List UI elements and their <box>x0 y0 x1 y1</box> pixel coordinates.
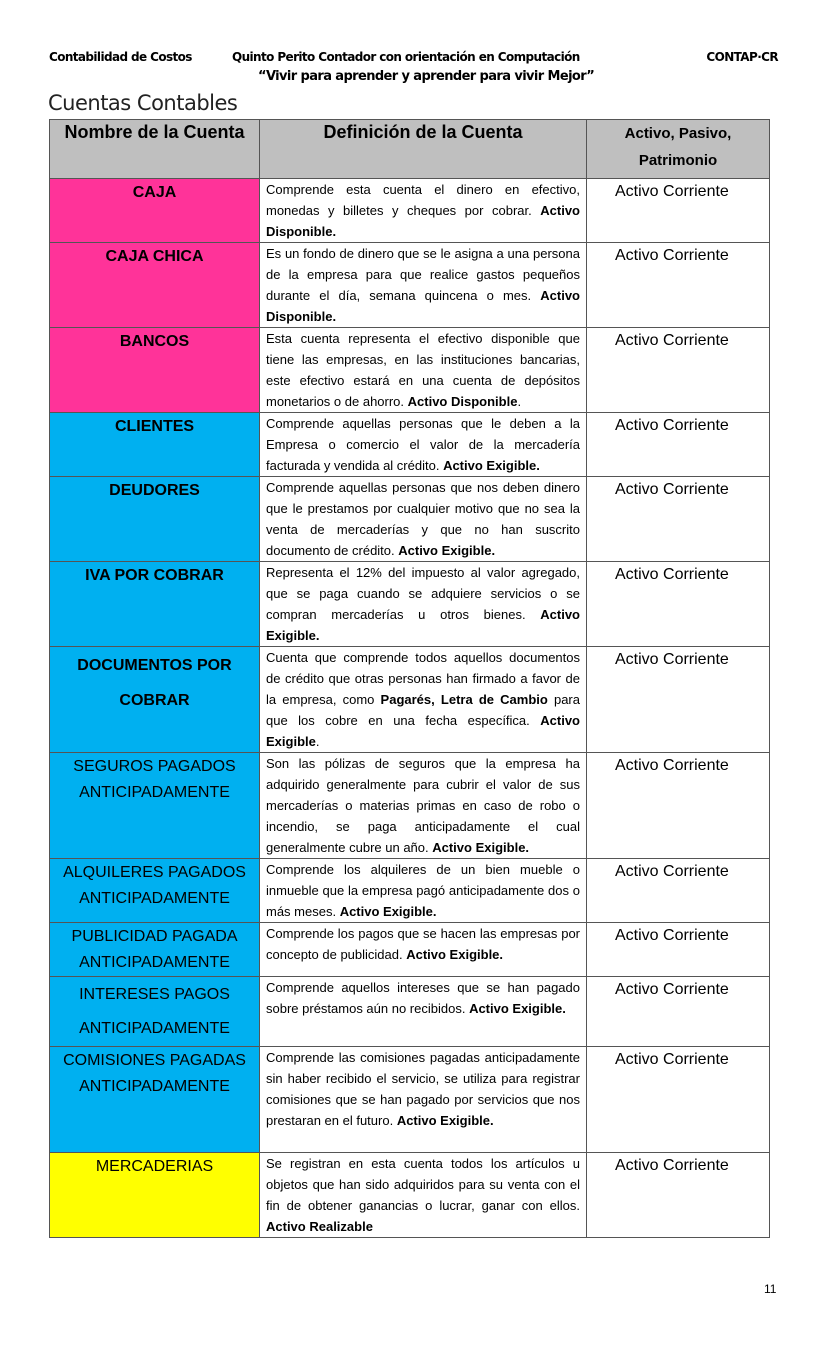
definition-text: Es un fondo de dinero que se le asigna a… <box>266 246 580 303</box>
account-classification: Activo Corriente <box>586 476 770 562</box>
definition-text: . <box>315 734 320 749</box>
definition-emphasis: Activo Realizable <box>266 1219 373 1234</box>
account-definition: Representa el 12% del impuesto al valor … <box>259 561 587 647</box>
definition-emphasis: Activo Disponible. <box>266 288 580 324</box>
table-row: IVA POR COBRAR Representa el 12% del impu… <box>49 561 770 647</box>
account-classification: Activo Corriente <box>586 178 770 243</box>
account-definition: Comprende aquellas personas que nos debe… <box>259 476 587 562</box>
column-header-name: Nombre de la Cuenta <box>49 119 260 179</box>
account-definition: Son las pólizas de seguros que la empres… <box>259 752 587 859</box>
account-classification: Activo Corriente <box>586 976 770 1047</box>
header-program: Quinto Perito Contador con orientación e… <box>232 50 580 64</box>
account-classification: Activo Corriente <box>586 1152 770 1238</box>
account-classification: Activo Corriente <box>586 858 770 923</box>
column-header-classification: Activo, Pasivo, Patrimonio <box>586 119 770 179</box>
account-name: COMISIONES PAGADAS ANTICIPADAMENTE <box>49 1046 260 1153</box>
definition-text: Comprende las comisiones pagadas anticip… <box>266 1050 580 1128</box>
account-name: CAJA <box>49 178 260 243</box>
account-name: DEUDORES <box>49 476 260 562</box>
account-classification: Activo Corriente <box>586 242 770 328</box>
account-definition: Esta cuenta representa el efectivo dispo… <box>259 327 587 413</box>
definition-text: Comprende esta cuenta el dinero en efect… <box>266 182 580 218</box>
column-header-definition: Definición de la Cuenta <box>259 119 587 179</box>
definition-emphasis: Activo Disponible. <box>266 203 580 239</box>
definition-text: para que los cobre en una fecha específi… <box>266 692 580 728</box>
definition-text: Comprende aquellas personas que nos debe… <box>266 480 580 558</box>
account-definition: Es un fondo de dinero que se le asigna a… <box>259 242 587 328</box>
account-name: CLIENTES <box>49 412 260 477</box>
definition-text: Representa el 12% del impuesto al valor … <box>266 565 580 622</box>
account-classification: Activo Corriente <box>586 412 770 477</box>
account-name: BANCOS <box>49 327 260 413</box>
definition-emphasis: Activo Exigible. <box>469 1001 566 1016</box>
table-row: MERCADERIAS Se registran en esta cuenta t… <box>49 1152 770 1238</box>
account-definition: Comprende los alquileres de un bien mueb… <box>259 858 587 923</box>
table-row: INTERESES PAGOS ANTICIPADAMENTE Comprende… <box>49 976 770 1047</box>
account-definition: Se registran en esta cuenta todos los ar… <box>259 1152 587 1238</box>
definition-text: Son las pólizas de seguros que la empres… <box>266 756 580 855</box>
account-name: ALQUILERES PAGADOS ANTICIPADAMENTE <box>49 858 260 923</box>
account-definition: Cuenta que comprende todos aquellos docu… <box>259 646 587 753</box>
account-definition: Comprende las comisiones pagadas anticip… <box>259 1046 587 1153</box>
account-name: IVA POR COBRAR <box>49 561 260 647</box>
account-classification: Activo Corriente <box>586 1046 770 1153</box>
definition-text: Comprende los pagos que se hacen las emp… <box>266 926 580 962</box>
account-name: PUBLICIDAD PAGADA ANTICIPADAMENTE <box>49 922 260 977</box>
account-classification: Activo Corriente <box>586 561 770 647</box>
definition-emphasis: Activo Exigible. <box>406 947 504 962</box>
table-row: COMISIONES PAGADAS ANTICIPADAMENTE Compre… <box>49 1046 770 1153</box>
definition-emphasis: Activo Exigible. <box>443 458 540 473</box>
definition-emphasis: Activo Exigible. <box>398 543 496 558</box>
table-row: CLIENTES Comprende aquellas personas que … <box>49 412 770 477</box>
account-definition: Comprende los pagos que se hacen las emp… <box>259 922 587 977</box>
table-row: CAJA CHICA Es un fondo de dinero que se l… <box>49 242 770 328</box>
account-name: MERCADERIAS <box>49 1152 260 1238</box>
account-name: SEGUROS PAGADOS ANTICIPADAMENTE <box>49 752 260 859</box>
header-motto: “Vivir para aprender y aprender para viv… <box>258 69 595 84</box>
page-number: 11 <box>764 1282 777 1296</box>
table-row: PUBLICIDAD PAGADA ANTICIPADAMENTE Compren… <box>49 922 770 977</box>
definition-emphasis: Activo Disponible <box>407 394 518 409</box>
account-classification: Activo Corriente <box>586 752 770 859</box>
definition-text: . <box>517 394 522 409</box>
account-classification: Activo Corriente <box>586 327 770 413</box>
account-classification: Activo Corriente <box>586 922 770 977</box>
definition-text: Comprende los alquileres de un bien mueb… <box>266 862 580 919</box>
definition-text: Cuenta que comprende todos aquellos docu… <box>266 650 580 707</box>
table-row: CAJA Comprende esta cuenta el dinero en e… <box>49 178 770 243</box>
definition-emphasis: Activo Exigible. <box>432 840 530 855</box>
account-name: DOCUMENTOS POR COBRAR <box>49 646 260 753</box>
definition-emphasis: Activo Exigible <box>266 713 580 749</box>
table-row: DEUDORES Comprende aquellas personas que … <box>49 476 770 562</box>
definition-emphasis: Pagarés, Letra de Cambio <box>380 692 548 707</box>
account-classification: Activo Corriente <box>586 646 770 753</box>
table-row: BANCOS Esta cuenta representa el efectivo… <box>49 327 770 413</box>
definition-text: Comprende aquellas personas que le deben… <box>266 416 580 473</box>
definition-emphasis: Activo Exigible. <box>266 607 580 643</box>
definition-emphasis: Activo Exigible. <box>339 904 437 919</box>
table-row: ALQUILERES PAGADOS ANTICIPADAMENTE Compre… <box>49 858 770 923</box>
account-definition: Comprende aquellas personas que le deben… <box>259 412 587 477</box>
definition-emphasis: Activo Exigible. <box>396 1113 494 1128</box>
section-title: Cuentas Contables <box>48 91 238 115</box>
accounts-table: Nombre de la Cuenta Definición de la Cue… <box>49 119 770 1238</box>
account-definition: Comprende aquellos intereses que se han … <box>259 976 587 1047</box>
header-course: Contabilidad de Costos <box>49 50 192 64</box>
table-row: SEGUROS PAGADOS ANTICIPADAMENTE Son las p… <box>49 752 770 859</box>
definition-text: Se registran en esta cuenta todos los ar… <box>266 1156 580 1213</box>
table-body: CAJA Comprende esta cuenta el dinero en e… <box>49 178 770 1238</box>
definition-text: Esta cuenta representa el efectivo dispo… <box>266 331 580 409</box>
table-row: DOCUMENTOS POR COBRAR Cuenta que comprend… <box>49 646 770 753</box>
header-logo-text: CONTAP·CR <box>706 50 778 64</box>
account-name: CAJA CHICA <box>49 242 260 328</box>
account-name: INTERESES PAGOS ANTICIPADAMENTE <box>49 976 260 1047</box>
definition-text: Comprende aquellos intereses que se han … <box>266 980 580 1016</box>
table-header-row: Nombre de la Cuenta Definición de la Cue… <box>49 119 770 179</box>
account-definition: Comprende esta cuenta el dinero en efect… <box>259 178 587 243</box>
